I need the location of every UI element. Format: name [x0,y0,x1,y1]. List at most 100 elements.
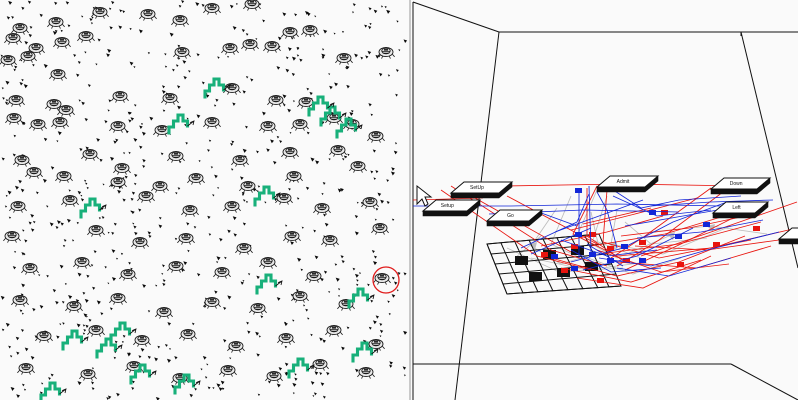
world-canvas[interactable] [0,0,409,400]
turtle-agent[interactable] [9,200,27,213]
turtle-agent[interactable] [361,196,379,209]
turtle-agent[interactable] [277,332,295,345]
turtle-agent[interactable] [203,2,221,15]
node-plate[interactable]: Admit [595,175,660,193]
node-plate-layer[interactable]: SetUp Setup Go Admit Down Left Up [421,175,798,245]
turtle-agent[interactable] [61,194,79,207]
turtle-agent[interactable] [11,22,29,35]
turtle-agent[interactable] [53,36,71,49]
turtle-agent[interactable] [111,90,129,103]
turtle-agent[interactable] [367,130,385,143]
turtle-agent[interactable] [231,154,249,167]
node-plate[interactable]: Down [709,177,772,195]
turtle-agent[interactable] [373,272,391,285]
snake-agent[interactable] [319,105,347,127]
turtle-agent[interactable] [4,32,22,45]
node-plate[interactable]: Left [711,201,770,219]
snake-agent[interactable] [253,185,281,207]
turtle-agent[interactable] [3,230,21,243]
turtle-agent[interactable] [167,150,185,163]
turtle-agent[interactable] [249,302,267,315]
turtle-agent[interactable] [79,368,97,381]
turtle-agent[interactable] [25,166,43,179]
turtle-agent[interactable] [291,290,309,303]
turtle-agent[interactable] [21,262,39,275]
turtle-agent[interactable] [203,116,221,129]
turtle-agent[interactable] [11,294,29,307]
turtle-agent[interactable] [267,94,285,107]
turtle-agent[interactable] [161,92,179,105]
snake-agent[interactable] [95,337,123,359]
turtle-agent[interactable] [223,200,241,213]
snake-agent[interactable] [129,363,157,385]
turtle-agent[interactable] [139,8,157,21]
turtle-agent[interactable] [259,256,277,269]
turtle-agent[interactable] [29,118,47,131]
turtle-agent[interactable] [221,42,239,55]
turtle-agent[interactable] [109,292,127,305]
node-plate[interactable]: SetUp [449,181,514,199]
turtle-agent[interactable] [151,180,169,193]
turtle-agent[interactable] [187,172,205,185]
turtle-agent[interactable] [275,192,293,205]
turtle-agent[interactable] [213,266,231,279]
snake-agent[interactable] [351,341,379,363]
turtle-agent[interactable] [125,360,143,373]
2d-world-view[interactable] [0,0,409,400]
turtle-agent[interactable] [109,176,127,189]
turtle-agent[interactable] [0,54,17,67]
turtle-agent[interactable] [47,16,65,29]
turtle-agent[interactable] [17,362,35,375]
turtle-agent[interactable] [133,334,151,347]
turtle-agent[interactable] [321,234,339,247]
turtle-agent[interactable] [219,364,237,377]
turtle-agent[interactable] [377,46,395,59]
snake-agent[interactable] [61,329,89,351]
turtle-agent[interactable] [259,120,277,133]
turtle-agent-layer[interactable] [0,0,395,385]
turtle-agent[interactable] [131,236,149,249]
turtle-agent[interactable] [263,40,281,53]
turtle-agent[interactable] [57,104,75,117]
turtle-agent[interactable] [119,268,137,281]
turtle-agent[interactable] [87,324,105,337]
snake-agent-layer[interactable] [39,77,379,400]
turtle-agent[interactable] [77,30,95,43]
turtle-agent[interactable] [7,94,25,107]
turtle-agent[interactable] [49,68,67,81]
turtle-agent[interactable] [173,46,191,59]
node-plate[interactable]: Up [777,227,798,245]
turtle-agent[interactable] [19,50,37,63]
turtle-agent[interactable] [283,230,301,243]
network-canvas[interactable]: SetUp Setup Go Admit Down Left Up [411,0,798,400]
turtle-agent[interactable] [285,170,303,183]
turtle-agent[interactable] [91,6,109,19]
turtle-agent[interactable] [113,162,131,175]
turtle-agent[interactable] [239,180,257,193]
turtle-agent[interactable] [109,120,127,133]
snake-agent[interactable] [335,117,363,139]
turtle-agent[interactable] [13,154,31,167]
turtle-agent[interactable] [167,260,185,273]
turtle-agent[interactable] [155,306,173,319]
turtle-agent[interactable] [349,160,367,173]
snake-agent[interactable] [347,287,375,309]
turtle-agent[interactable] [243,0,261,11]
turtle-agent[interactable] [335,52,353,65]
turtle-agent[interactable] [305,270,323,283]
turtle-agent[interactable] [87,224,105,237]
turtle-agent[interactable] [241,38,259,51]
snake-agent[interactable] [173,373,201,395]
turtle-agent[interactable] [281,146,299,159]
turtle-agent[interactable] [177,232,195,245]
snake-agent[interactable] [287,357,315,379]
turtle-agent[interactable] [171,14,189,27]
turtle-agent[interactable] [301,24,319,37]
turtle-agent[interactable] [265,370,283,383]
turtle-agent[interactable] [329,144,347,157]
turtle-agent[interactable] [291,118,309,131]
turtle-agent[interactable] [311,358,329,371]
snake-agent[interactable] [79,197,107,219]
snake-agent[interactable] [109,321,137,343]
turtle-agent[interactable] [235,242,253,255]
